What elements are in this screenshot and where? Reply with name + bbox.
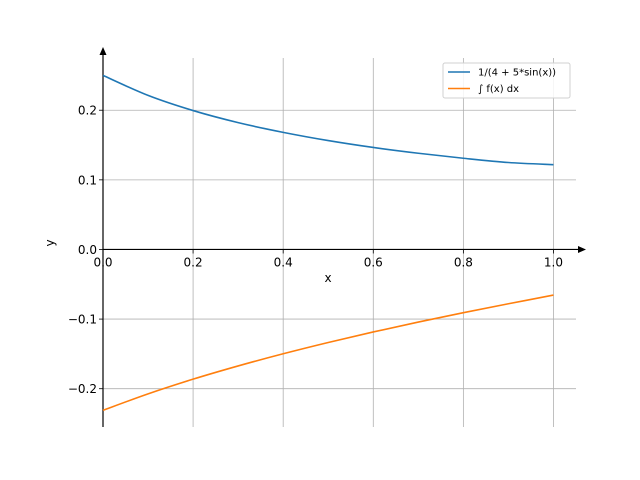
legend-box <box>442 62 571 99</box>
series-line-1 <box>102 294 554 412</box>
series-lines <box>102 74 554 412</box>
x-tick-label-5: 1.0 <box>544 255 563 269</box>
legend-label-1: ∫ f(x) dx <box>478 84 519 95</box>
x-tick-label-2: 0.4 <box>274 255 293 269</box>
tick-labels: 0.0 0.2 0.4 0.6 0.8 1.0 −0.2 −0.1 0.0 0.1 0.2 <box>68 104 563 396</box>
x-axis-arrow <box>578 245 586 253</box>
legend: 1/(4 + 5*sin(x)) ∫ f(x) dx <box>442 62 571 99</box>
y-tick-label-1: −0.1 <box>68 313 97 327</box>
axes <box>99 47 586 427</box>
x-axis-label: x <box>324 271 331 285</box>
y-axis-label: y <box>43 239 57 246</box>
x-tick-label-1: 0.2 <box>184 255 203 269</box>
x-tick-label-4: 0.8 <box>454 255 473 269</box>
legend-label-0: 1/(4 + 5*sin(x)) <box>478 68 556 79</box>
y-tick-label-0: −0.2 <box>68 382 97 396</box>
series-line-0 <box>102 74 554 166</box>
axis-labels: x y <box>43 239 332 285</box>
y-tick-label-2: 0.0 <box>78 243 97 257</box>
y-axis-arrow <box>99 47 107 55</box>
grid-lines <box>103 58 576 427</box>
x-tick-label-3: 0.6 <box>364 255 383 269</box>
y-tick-label-4: 0.2 <box>78 104 97 118</box>
x-tick-label-0: 0.0 <box>93 255 112 269</box>
y-tick-label-3: 0.1 <box>78 173 97 187</box>
